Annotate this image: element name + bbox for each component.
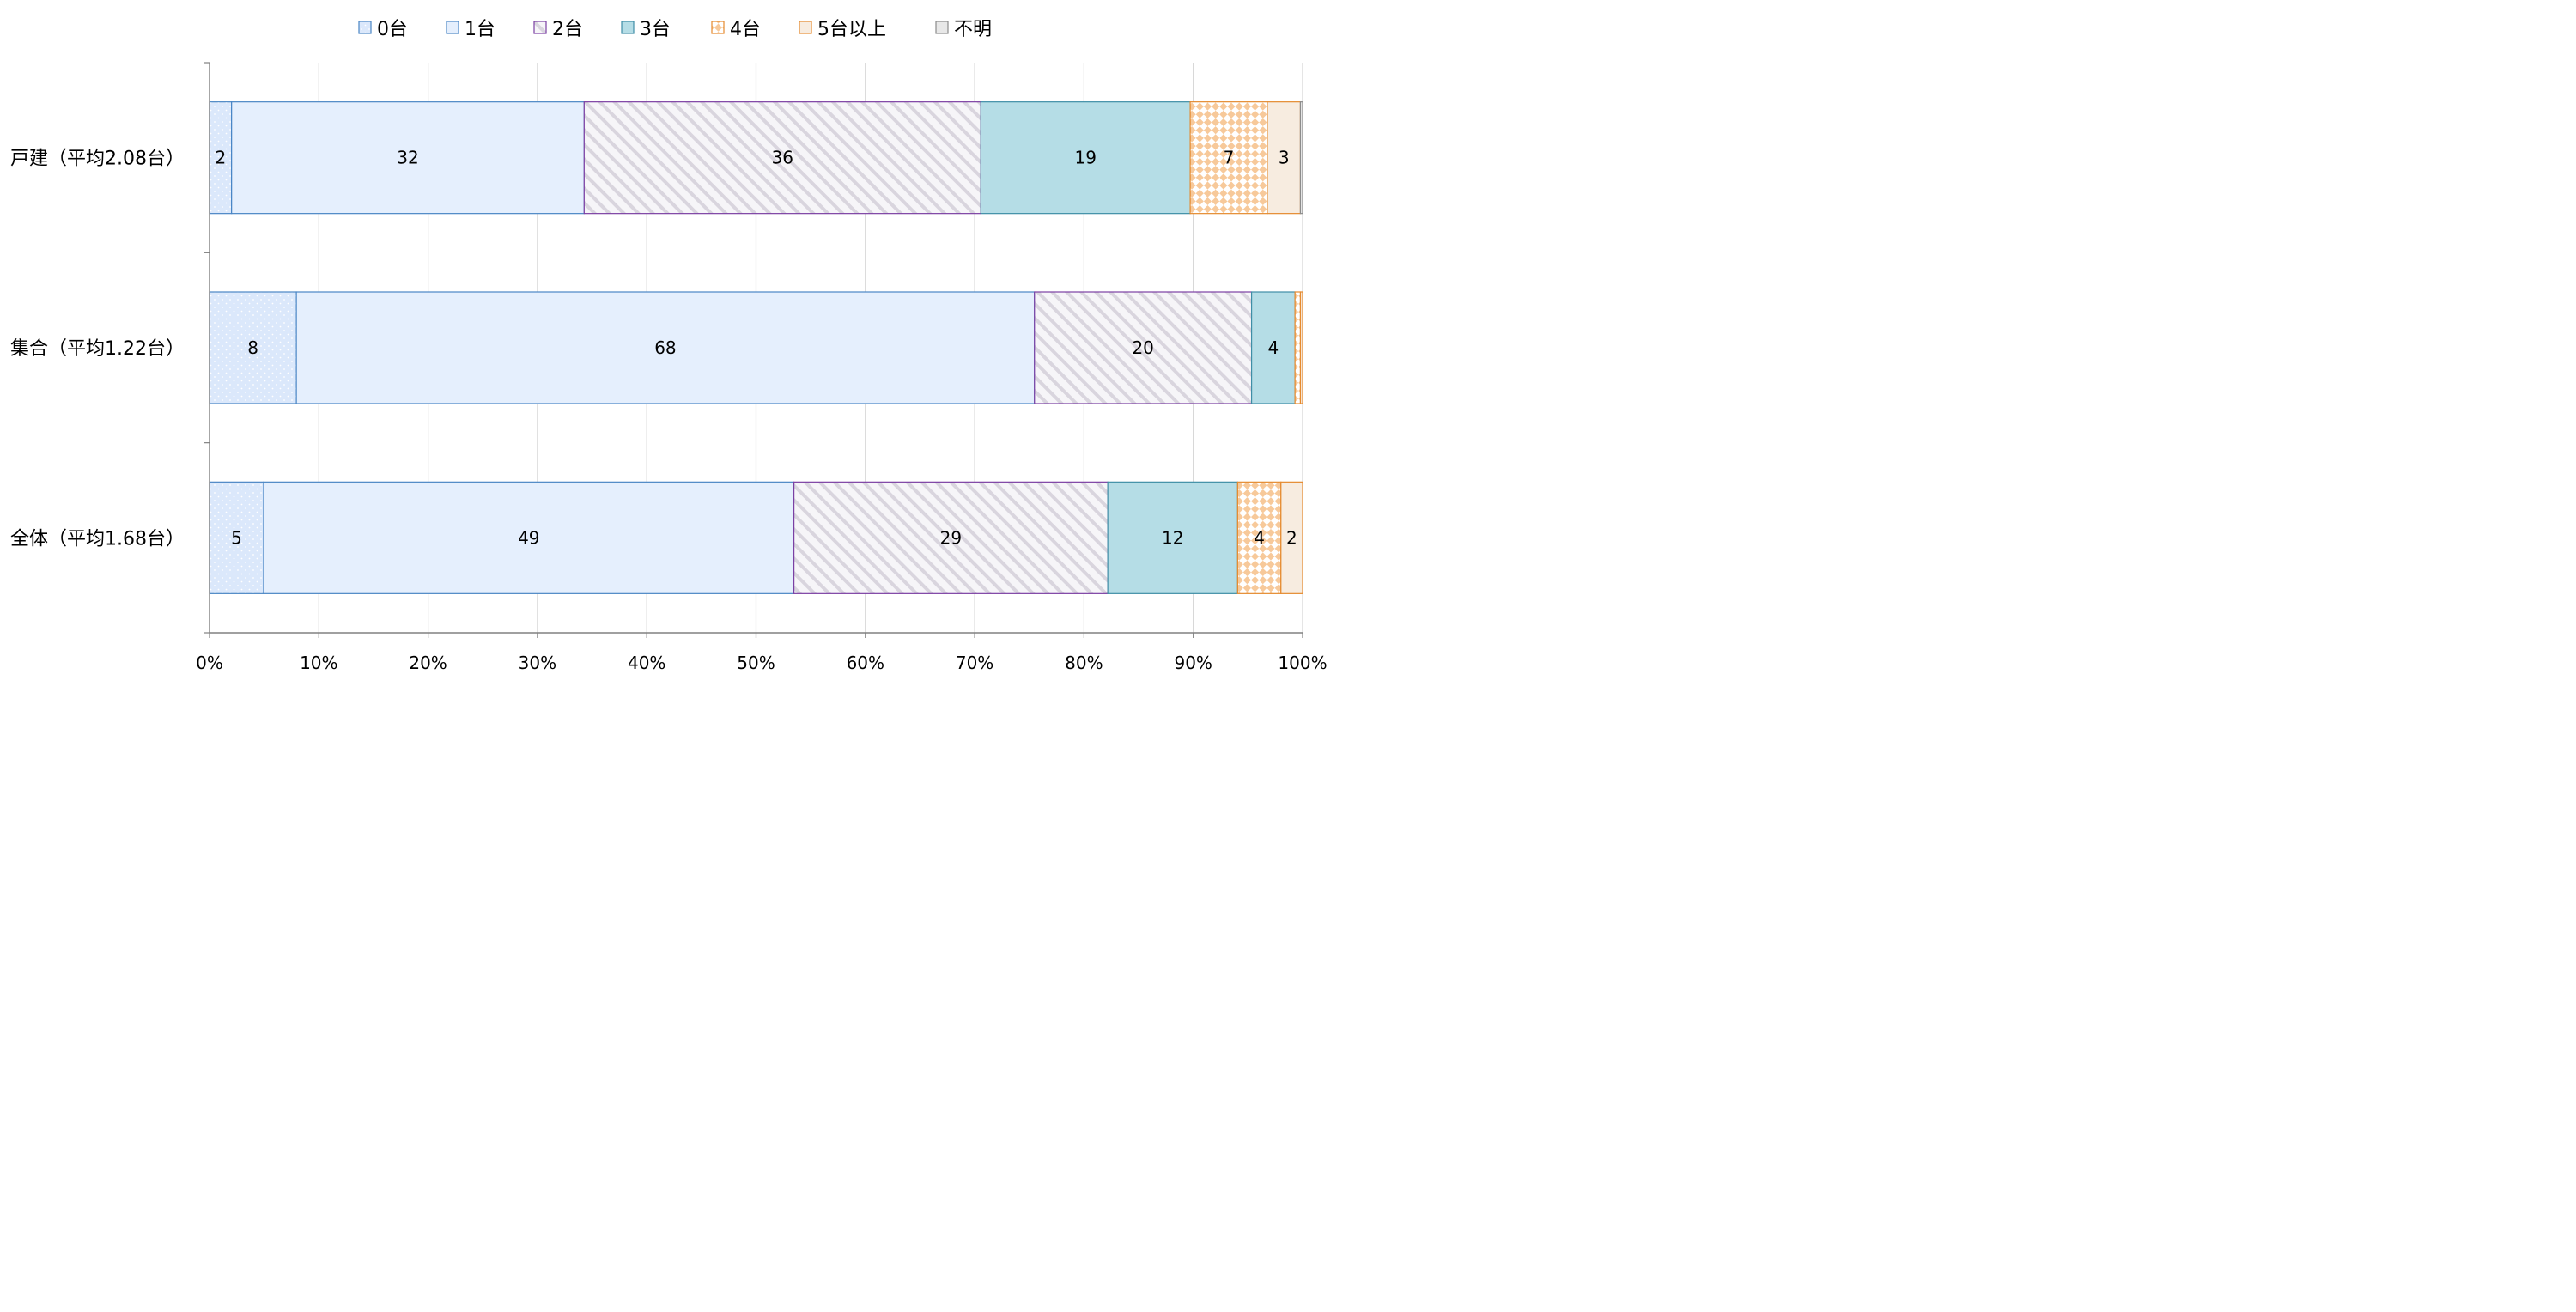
- bars: 2 32 36 19 7 38 68 20 45 49 29 12 4 2: [209, 101, 1303, 594]
- x-tick-label: 30%: [519, 653, 556, 673]
- legend-swatch: [358, 21, 372, 34]
- data-label: 32: [397, 148, 418, 168]
- bar-segment: [209, 291, 297, 404]
- data-label: 20: [1132, 337, 1153, 358]
- bar-segment: [583, 101, 981, 215]
- bar-segment: [295, 291, 1036, 404]
- bar-segment: [1236, 481, 1282, 594]
- legend-swatch: [533, 21, 547, 34]
- legend-label: 2台: [552, 19, 583, 40]
- data-label: 12: [1162, 527, 1183, 548]
- x-tick-label: 50%: [737, 653, 775, 673]
- axes: 0% 10% 20% 30% 40% 50% 60% 70% 80% 90% 100% 戸建（平均2.…: [10, 62, 1327, 673]
- data-label: 36: [772, 148, 793, 168]
- x-tick-label: 60%: [847, 653, 884, 673]
- data-label: 68: [654, 337, 676, 358]
- data-label: 2: [1286, 527, 1297, 548]
- data-label: 4: [1268, 337, 1279, 358]
- data-label: 49: [518, 527, 539, 548]
- data-label: 7: [1224, 148, 1235, 168]
- legend-swatch: [799, 21, 812, 34]
- legend-swatch: [935, 21, 949, 34]
- x-tick-label: 10%: [300, 653, 337, 673]
- bar-segment: [1189, 101, 1268, 215]
- bar-segment: [1294, 291, 1302, 404]
- data-label: 19: [1074, 148, 1096, 168]
- legend-swatch: [621, 21, 635, 34]
- x-tick-label: 0%: [196, 653, 223, 673]
- bar-segment: [793, 481, 1109, 594]
- bar-segment: [231, 101, 585, 215]
- data-label: 8: [247, 337, 258, 358]
- stacked-bar-chart: 0台 1台 2台 3台 4台 5台以上 不明 2 32 36 19 7 3 8 68 20 4 5 49 29 12 4…: [10, 19, 1327, 673]
- data-label: 5: [231, 527, 242, 548]
- legend-label: 4台: [730, 19, 761, 40]
- x-tick-label: 20%: [409, 653, 447, 673]
- legend-label: 不明: [954, 19, 992, 40]
- bar-segment: [263, 481, 795, 594]
- legend-label: 5台以上: [817, 19, 886, 40]
- legend-label: 1台: [465, 19, 495, 40]
- bar-segment: [1299, 291, 1303, 404]
- data-label: 2: [215, 148, 226, 168]
- bar-segment: [1107, 481, 1238, 594]
- data-label: 29: [940, 527, 962, 548]
- bar-segment: [980, 101, 1191, 215]
- legend-label: 3台: [640, 19, 671, 40]
- bar-segment: [1250, 291, 1296, 404]
- legend-swatch: [446, 21, 459, 34]
- data-label: 4: [1254, 527, 1265, 548]
- bar-segment: [1299, 101, 1303, 215]
- legend-swatch: [711, 21, 725, 34]
- legend: 0台 1台 2台 3台 4台 5台以上 不明: [358, 19, 992, 40]
- bar-segment: [1280, 481, 1303, 594]
- chart: 0台 1台 2台 3台 4台 5台以上 不明 2 32 36 19 7 3 8 68 20 4 5 49 29 12 4…: [0, 0, 1341, 683]
- x-tick-label: 100%: [1278, 653, 1327, 673]
- x-tick-label: 80%: [1065, 653, 1103, 673]
- bar-segment: [1034, 291, 1253, 404]
- x-tick-label: 70%: [956, 653, 993, 673]
- data-label: 3: [1279, 148, 1290, 168]
- x-tick-label: 40%: [628, 653, 665, 673]
- category-label: 全体（平均1.68台）: [10, 528, 185, 550]
- category-label: 戸建（平均2.08台）: [10, 149, 185, 170]
- category-label: 集合（平均1.22台）: [10, 338, 185, 360]
- bar-segment: [1267, 101, 1302, 215]
- legend-label: 0台: [377, 19, 408, 40]
- bar-segment: [209, 481, 264, 594]
- x-tick-label: 90%: [1174, 653, 1212, 673]
